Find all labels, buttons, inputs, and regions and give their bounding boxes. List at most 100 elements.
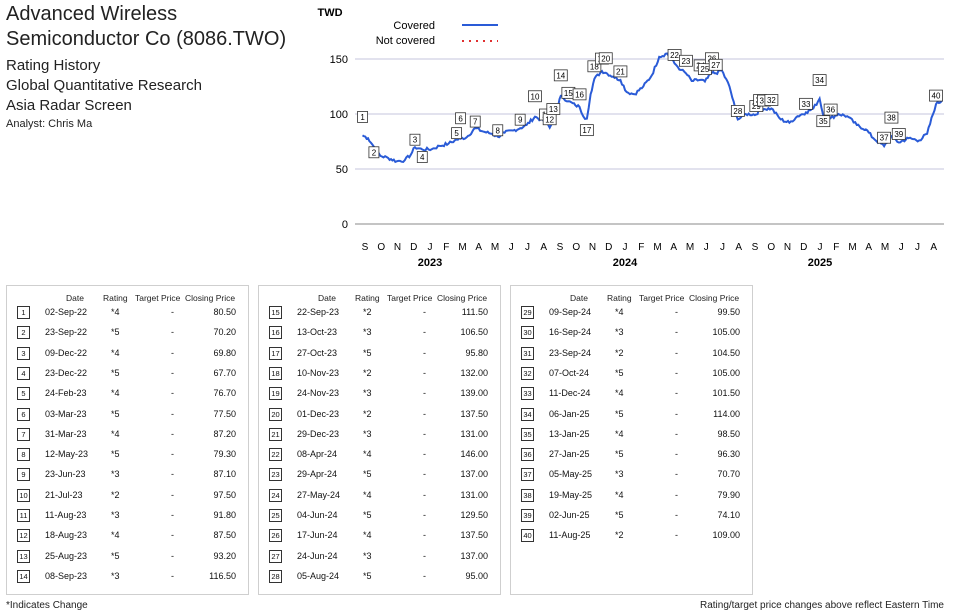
row-target: -	[675, 347, 678, 358]
row-rating: *4	[111, 428, 120, 439]
table-row: 10 21-Jul-23 *2 - 97.50	[7, 487, 248, 505]
row-date: 27-May-24	[297, 489, 341, 500]
x-axis-years: 2023 2024 2025	[418, 257, 832, 269]
row-date: 06-Jan-25	[549, 408, 590, 419]
rating-marker-box	[587, 60, 602, 73]
table-row: 27 24-Jun-24 *3 - 137.00	[259, 548, 500, 566]
row-target: -	[171, 510, 174, 520]
y-tick-label: 0	[342, 219, 348, 231]
x-tick-label: J	[915, 242, 920, 253]
row-date: 21-Jul-23	[45, 489, 83, 500]
x-tick-label: J	[818, 242, 823, 253]
x-tick-label: F	[833, 242, 839, 253]
legend-covered-label: Covered	[393, 20, 435, 32]
row-target: -	[423, 347, 426, 358]
x-tick-label: F	[443, 242, 449, 253]
row-close: 99.50	[717, 307, 740, 317]
row-number: 19	[269, 387, 282, 401]
row-rating: *3	[111, 469, 120, 480]
table-row: 24 27-May-24 *4 - 131.00	[259, 487, 500, 505]
rating-marker: 4	[416, 151, 428, 163]
table-header-rating: Rating	[607, 293, 632, 303]
row-number: 33	[521, 387, 534, 401]
row-number: 5	[17, 387, 30, 401]
rating-marker: 2	[368, 146, 380, 159]
row-rating: *5	[615, 367, 624, 378]
x-tick-label: S	[752, 242, 759, 253]
table-row: 21 29-Dec-23 *3 - 131.00	[259, 426, 500, 444]
x-tick-label: M	[458, 242, 466, 253]
rating-marker-label: 36	[826, 106, 835, 115]
row-close: 95.80	[465, 347, 488, 358]
row-rating: *4	[615, 428, 624, 439]
x-tick-label: A	[670, 242, 677, 253]
row-number: 27	[269, 549, 282, 563]
row-date: 16-Sep-24	[549, 327, 592, 338]
table-header: Date Rating Target Price Closing Price	[259, 293, 500, 305]
chart-grid	[355, 58, 944, 225]
rating-marker-box	[929, 89, 943, 102]
row-rating: *5	[111, 550, 120, 561]
rating-marker-label: 33	[802, 100, 811, 109]
row-date: 03-Mar-23	[45, 408, 87, 419]
table-row: 38 19-May-25 *4 - 79.90	[511, 487, 752, 505]
x-tick-label: M	[491, 242, 499, 253]
table-row: 15 22-Sep-23 *2 - 111.50	[259, 304, 500, 322]
rating-marker-box	[572, 88, 587, 101]
rating-marker: 39	[891, 128, 906, 140]
table-header-close: Closing Price	[689, 293, 740, 303]
rating-marker-box	[799, 97, 813, 110]
row-close: 87.50	[213, 530, 236, 541]
rating-marker-box	[553, 69, 568, 82]
row-target: -	[675, 489, 678, 500]
row-target: -	[171, 428, 174, 439]
row-close: 116.50	[209, 570, 236, 581]
rating-markers: 1234567891011121314151617181920212223242…	[357, 49, 943, 163]
rating-marker-box	[528, 90, 542, 103]
table-row: 3 09-Dec-22 *4 - 69.80	[7, 345, 248, 363]
row-close: 67.70	[213, 367, 236, 378]
rating-marker-box	[469, 115, 481, 128]
rating-marker: 32	[764, 94, 779, 106]
row-rating: *4	[363, 449, 372, 460]
rating-marker-box	[730, 105, 745, 117]
x-tick-label: J	[428, 242, 433, 253]
row-date: 11-Aug-23	[45, 510, 87, 520]
table-header-target: Target Price	[387, 293, 433, 303]
table-header: Date Rating Target Price Closing Price	[511, 293, 752, 305]
row-date: 01-Dec-23	[297, 408, 340, 419]
rating-marker: 16	[572, 88, 587, 101]
rating-marker-box	[823, 103, 838, 116]
row-rating: *3	[615, 327, 624, 338]
row-date: 23-Dec-22	[45, 367, 88, 378]
row-target: -	[675, 449, 678, 460]
row-number: 15	[269, 306, 282, 319]
row-date: 23-Jun-23	[45, 469, 86, 480]
table-row: 6 03-Mar-23 *5 - 77.50	[7, 406, 248, 424]
table-header-close: Closing Price	[437, 293, 488, 303]
row-rating: *4	[615, 489, 624, 500]
table-header-date: Date	[570, 293, 588, 303]
rating-marker: 33	[799, 97, 813, 110]
table-row: 37 05-May-25 *3 - 70.70	[511, 466, 752, 484]
row-number: 35	[521, 427, 534, 441]
table-row: 4 23-Dec-22 *5 - 67.70	[7, 365, 248, 383]
row-number: 16	[269, 326, 282, 340]
row-number: 3	[17, 346, 30, 360]
rating-marker-label: 29	[752, 102, 761, 111]
row-number: 37	[521, 468, 534, 482]
x-tick-label: N	[784, 242, 791, 253]
research-group: Global Quantitative Research	[6, 77, 202, 94]
row-number: 40	[521, 529, 534, 543]
row-target: -	[675, 469, 678, 480]
row-date: 08-Sep-23	[45, 570, 88, 581]
table-row: 31 23-Sep-24 *2 - 104.50	[511, 345, 752, 363]
row-close: 137.50	[460, 530, 488, 541]
row-date: 23-Sep-22	[45, 327, 88, 338]
row-target: -	[675, 428, 678, 439]
table-row: 25 04-Jun-24 *5 - 129.50	[259, 507, 500, 525]
rating-marker-box	[409, 133, 421, 146]
row-rating: *2	[363, 408, 372, 419]
x-year-label: 2025	[808, 257, 832, 269]
